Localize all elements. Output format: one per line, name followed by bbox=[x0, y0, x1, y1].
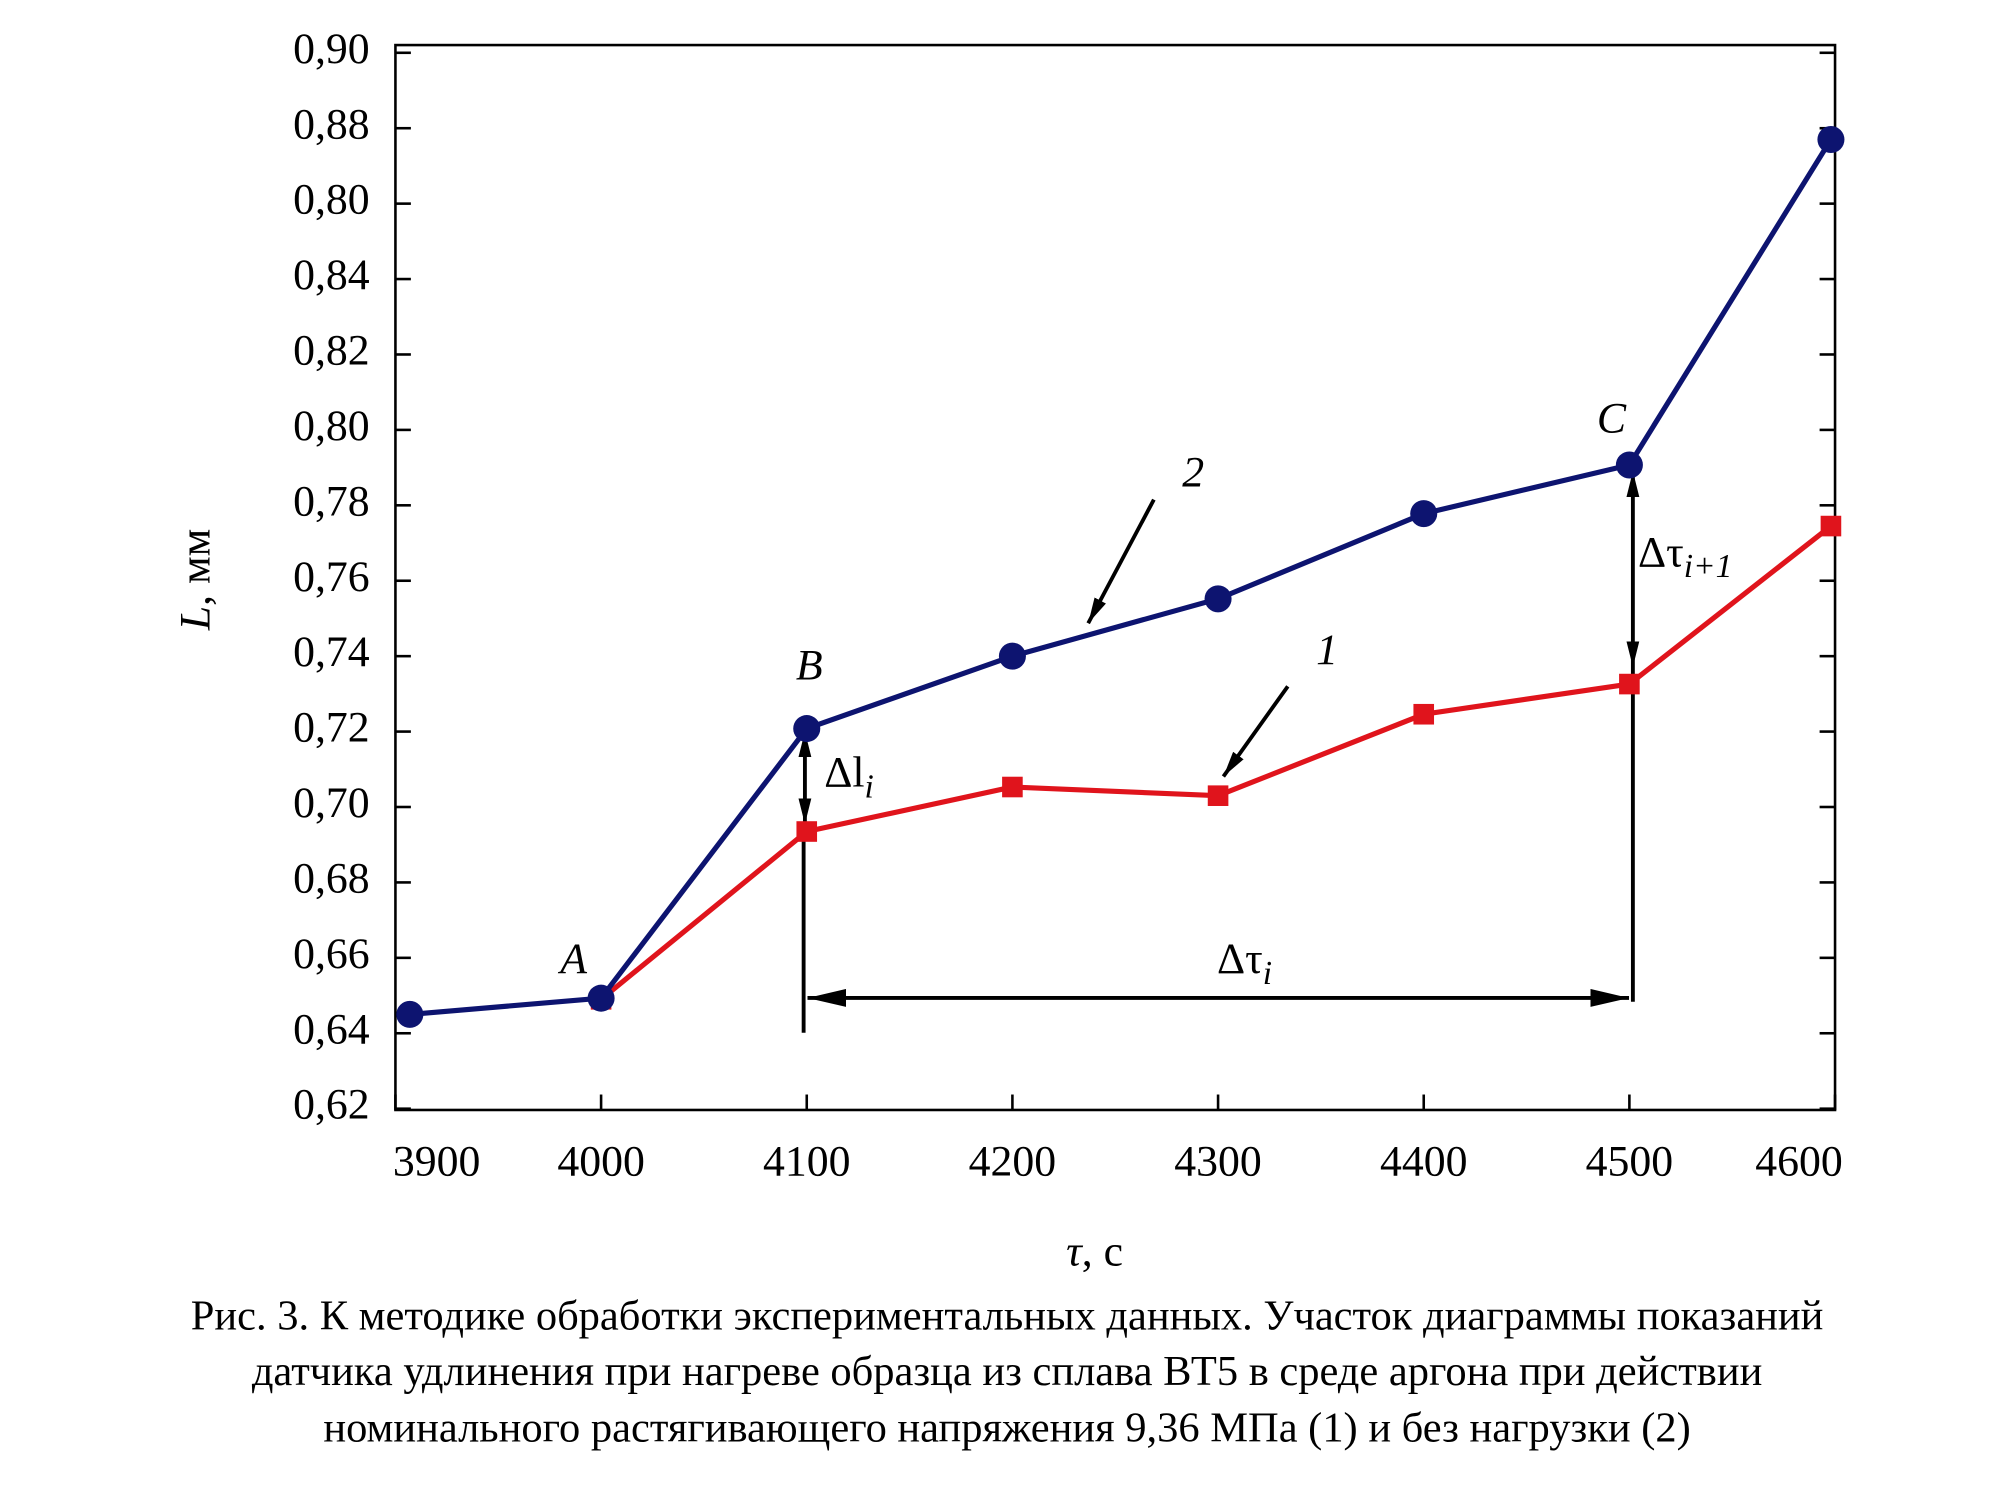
x-tick-label: 4000 bbox=[557, 1137, 645, 1185]
annotation: C bbox=[1597, 394, 1627, 442]
annotation: 1 bbox=[1316, 626, 1338, 674]
data-point bbox=[1410, 500, 1438, 528]
dimension-arrows bbox=[798, 471, 1640, 1033]
caption-line: номинального растягивающего напряжения 9… bbox=[323, 1405, 1690, 1452]
annotation-main: Δτ bbox=[1638, 528, 1684, 576]
annotation: Δli bbox=[824, 749, 874, 806]
y-tick-label: 0,74 bbox=[293, 628, 370, 676]
y-tick-label: 0,68 bbox=[293, 854, 370, 902]
annotation: A bbox=[557, 935, 587, 983]
annotation-sub: i+1 bbox=[1684, 548, 1733, 585]
plot-frame bbox=[394, 43, 1837, 1112]
data-point bbox=[1002, 776, 1023, 798]
y-tick-label: 0,80 bbox=[293, 176, 370, 224]
x-tick-label: 4300 bbox=[1174, 1137, 1262, 1185]
y-tick-label: 0,80 bbox=[293, 402, 370, 450]
data-point bbox=[396, 1000, 424, 1028]
data-point bbox=[793, 715, 821, 743]
y-axis-label: L, мм bbox=[172, 529, 220, 632]
y-tick-label: 0,82 bbox=[293, 327, 370, 375]
x-axis-label: τ, с bbox=[1066, 1228, 1123, 1276]
data-point bbox=[998, 642, 1026, 670]
annotation: Δτi bbox=[1217, 935, 1272, 992]
data-point bbox=[1619, 673, 1640, 695]
y-tick-label: 0,72 bbox=[293, 704, 370, 752]
annotation: 2 bbox=[1182, 448, 1204, 496]
annotation-main: Δl bbox=[824, 749, 864, 797]
y-tick-label: 0,64 bbox=[293, 1005, 370, 1053]
y-tick-label: 0,78 bbox=[293, 477, 370, 525]
annotation-main: Δτ bbox=[1217, 935, 1263, 983]
y-tick-label: 0,76 bbox=[293, 553, 370, 601]
annotation-sub: i bbox=[1263, 955, 1272, 992]
x-tick-label: 4600 bbox=[1755, 1137, 1843, 1185]
series-line bbox=[409, 138, 1834, 1017]
y-tick-label: 0,88 bbox=[293, 100, 370, 148]
x-tick-label: 4100 bbox=[763, 1137, 851, 1185]
annotation: Δτi+1 bbox=[1638, 528, 1732, 585]
data-point bbox=[1207, 785, 1229, 806]
data-point bbox=[1615, 451, 1643, 479]
x-tick-label: 4500 bbox=[1586, 1137, 1674, 1185]
x-tick-label: 4200 bbox=[969, 1137, 1057, 1185]
y-tick-label: 0,70 bbox=[293, 779, 370, 827]
data-point bbox=[1817, 126, 1845, 154]
data-point bbox=[1204, 585, 1232, 613]
data-point bbox=[796, 821, 818, 842]
annotation-sub: i bbox=[865, 768, 874, 805]
x-tick-label: 4400 bbox=[1380, 1137, 1468, 1185]
y-tick-label: 0,66 bbox=[293, 930, 370, 978]
data-point bbox=[1820, 515, 1842, 537]
y-tick-label: 0,90 bbox=[293, 25, 370, 73]
y-tick-label: 0,84 bbox=[293, 251, 370, 299]
data-point bbox=[587, 984, 615, 1012]
annotation: B bbox=[796, 642, 823, 690]
data-point bbox=[1413, 703, 1435, 725]
caption-line: Рис. 3. К методике обработки эксперимент… bbox=[191, 1293, 1824, 1340]
y-tick-label: 0,62 bbox=[293, 1081, 370, 1129]
caption-line: датчика удлинения при нагреве образца из… bbox=[252, 1348, 1763, 1395]
x-tick-label: 3900 bbox=[393, 1137, 481, 1185]
